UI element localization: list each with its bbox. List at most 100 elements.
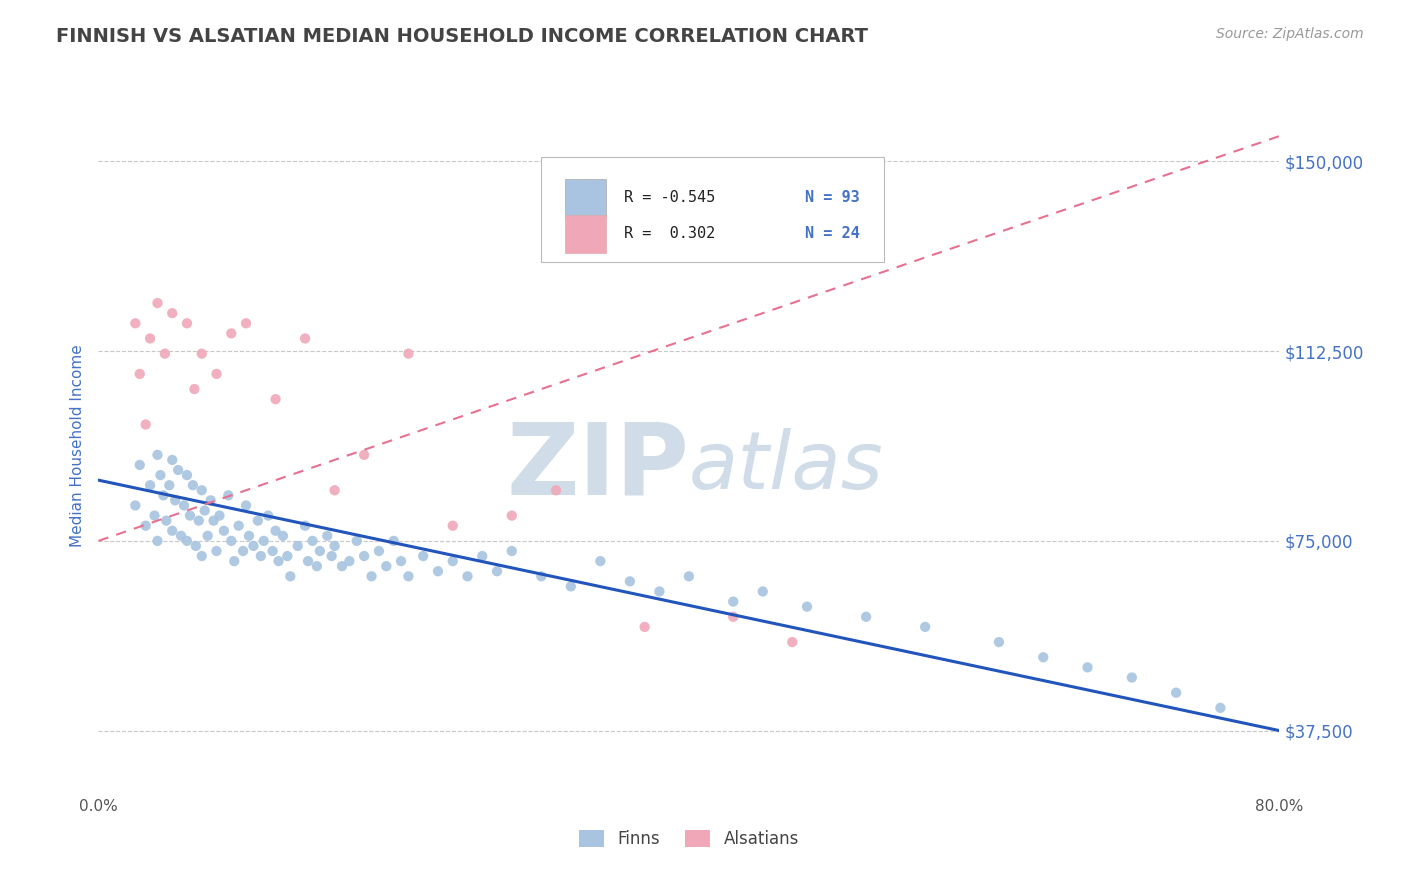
- Point: [139, 478, 162, 492]
- Point: [441, 554, 464, 568]
- Y-axis label: Median Household Income: Median Household Income: [69, 344, 84, 548]
- Point: [619, 574, 641, 589]
- Point: [202, 514, 225, 528]
- Point: [723, 594, 745, 608]
- Point: [1032, 650, 1054, 665]
- Point: [360, 569, 382, 583]
- Point: [276, 549, 298, 563]
- Point: [389, 554, 412, 568]
- FancyBboxPatch shape: [541, 157, 884, 261]
- Point: [1166, 686, 1188, 700]
- Point: [235, 316, 257, 330]
- Text: N = 24: N = 24: [806, 227, 860, 242]
- Point: [191, 346, 214, 360]
- Point: [267, 554, 290, 568]
- Point: [782, 635, 804, 649]
- Text: ZIP: ZIP: [506, 418, 689, 516]
- Point: [143, 508, 166, 523]
- Point: [176, 468, 198, 483]
- Point: [855, 609, 877, 624]
- Point: [253, 533, 276, 548]
- Text: atlas: atlas: [689, 428, 884, 506]
- Point: [235, 499, 257, 513]
- Point: [135, 518, 157, 533]
- Legend: Finns, Alsatians: Finns, Alsatians: [572, 823, 806, 855]
- Point: [546, 483, 568, 498]
- Point: [232, 544, 254, 558]
- Point: [501, 508, 523, 523]
- Point: [441, 518, 464, 533]
- Point: [264, 392, 287, 407]
- Point: [246, 514, 269, 528]
- Point: [752, 584, 775, 599]
- Point: [238, 529, 260, 543]
- Point: [264, 524, 287, 538]
- Point: [471, 549, 494, 563]
- Point: [678, 569, 700, 583]
- Point: [250, 549, 273, 563]
- Point: [1077, 660, 1099, 674]
- Point: [167, 463, 190, 477]
- Point: [501, 544, 523, 558]
- Point: [173, 499, 195, 513]
- Point: [368, 544, 391, 558]
- Point: [139, 331, 162, 345]
- Point: [146, 296, 169, 310]
- Point: [287, 539, 309, 553]
- Text: N = 93: N = 93: [806, 190, 860, 205]
- Point: [197, 529, 219, 543]
- Point: [316, 529, 339, 543]
- Point: [157, 478, 180, 492]
- Point: [181, 478, 204, 492]
- Point: [353, 448, 375, 462]
- Point: [179, 508, 201, 523]
- Point: [339, 554, 361, 568]
- Point: [135, 417, 157, 432]
- Point: [242, 539, 264, 553]
- Text: Source: ZipAtlas.com: Source: ZipAtlas.com: [1216, 27, 1364, 41]
- Point: [294, 331, 316, 345]
- Text: FINNISH VS ALSATIAN MEDIAN HOUSEHOLD INCOME CORRELATION CHART: FINNISH VS ALSATIAN MEDIAN HOUSEHOLD INC…: [56, 27, 869, 45]
- FancyBboxPatch shape: [565, 178, 606, 217]
- Point: [271, 529, 294, 543]
- Point: [323, 539, 346, 553]
- Point: [153, 346, 176, 360]
- Point: [124, 499, 146, 513]
- Point: [648, 584, 671, 599]
- Point: [200, 493, 222, 508]
- Point: [988, 635, 1011, 649]
- Point: [170, 529, 193, 543]
- Point: [280, 569, 302, 583]
- FancyBboxPatch shape: [565, 215, 606, 253]
- Point: [162, 453, 183, 467]
- Point: [330, 559, 353, 574]
- Point: [128, 458, 150, 472]
- Text: R = -0.545: R = -0.545: [624, 190, 716, 205]
- Point: [486, 564, 509, 578]
- Point: [634, 620, 657, 634]
- Point: [217, 488, 239, 502]
- Point: [323, 483, 346, 498]
- Point: [228, 518, 250, 533]
- Point: [321, 549, 343, 563]
- Point: [221, 326, 243, 341]
- Point: [191, 483, 214, 498]
- Point: [208, 508, 231, 523]
- Point: [301, 533, 323, 548]
- Point: [560, 579, 582, 593]
- Point: [205, 544, 228, 558]
- Point: [224, 554, 246, 568]
- Point: [124, 316, 146, 330]
- Point: [457, 569, 479, 583]
- Point: [205, 367, 228, 381]
- Point: [162, 306, 183, 320]
- Point: [128, 367, 150, 381]
- Point: [309, 544, 332, 558]
- Point: [146, 533, 169, 548]
- Point: [297, 554, 319, 568]
- Point: [162, 524, 183, 538]
- Point: [305, 559, 328, 574]
- Point: [382, 533, 405, 548]
- Point: [398, 346, 420, 360]
- Point: [165, 493, 187, 508]
